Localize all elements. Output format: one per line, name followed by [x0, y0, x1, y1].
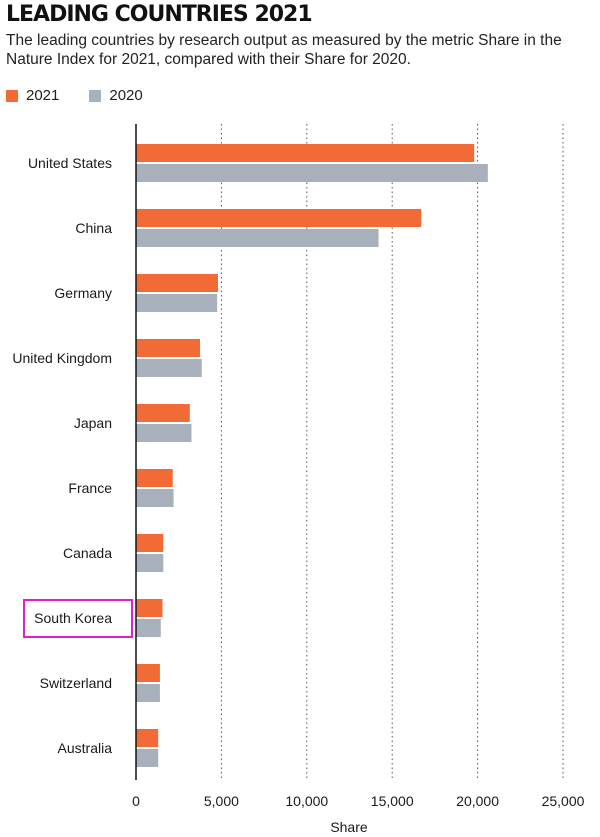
bar-2020 — [136, 554, 164, 572]
category-label: Germany — [54, 285, 112, 301]
bar-2021 — [136, 729, 159, 747]
bar-2021 — [136, 144, 475, 162]
chart-subtitle: The leading countries by research output… — [6, 32, 562, 68]
bar-2021 — [136, 534, 164, 552]
highlight-box — [23, 599, 133, 638]
category-label: United Kingdom — [12, 350, 112, 366]
bar-2021 — [136, 274, 218, 292]
bar-2020 — [136, 359, 202, 377]
bar-2021 — [136, 664, 160, 682]
bar-2020 — [136, 294, 218, 312]
category-label: Australia — [58, 740, 113, 756]
legend-item-2021: 2021 — [6, 87, 59, 104]
x-tick-label: 5,000 — [204, 793, 239, 809]
legend-swatch-2020 — [89, 89, 102, 102]
bar-2020 — [136, 229, 379, 247]
category-label: Japan — [74, 415, 112, 431]
category-label: China — [75, 220, 112, 236]
legend-swatch-2021 — [6, 89, 18, 102]
bar-2021 — [136, 469, 173, 487]
bar-2021 — [136, 339, 201, 357]
legend: 2021 2020 — [6, 87, 173, 104]
category-label: Canada — [63, 545, 112, 561]
chart-title: LEADING COUNTRIES 2021 — [6, 2, 313, 27]
x-tick-label: 25,000 — [542, 793, 585, 809]
category-label: France — [68, 480, 112, 496]
bar-2020 — [136, 684, 160, 702]
legend-label-2020: 2020 — [109, 87, 143, 104]
legend-item-2020: 2020 — [89, 87, 143, 104]
bar-2021 — [136, 599, 163, 617]
x-tick-label: 10,000 — [285, 793, 328, 809]
legend-label-2021: 2021 — [26, 87, 60, 104]
x-tick-label: 0 — [132, 793, 140, 809]
x-tick-label: 15,000 — [371, 793, 414, 809]
bar-2021 — [136, 404, 190, 422]
x-axis-title: Share — [330, 819, 368, 835]
bar-2020 — [136, 164, 488, 182]
x-tick-label: 20,000 — [456, 793, 499, 809]
bar-2020 — [136, 489, 174, 507]
bar-2021 — [136, 209, 422, 227]
bar-2020 — [136, 619, 161, 637]
category-label: Switzerland — [40, 675, 112, 691]
category-label: United States — [28, 155, 112, 171]
bar-2020 — [136, 424, 192, 442]
bar-2020 — [136, 749, 159, 767]
category-label: South Korea — [34, 610, 112, 626]
